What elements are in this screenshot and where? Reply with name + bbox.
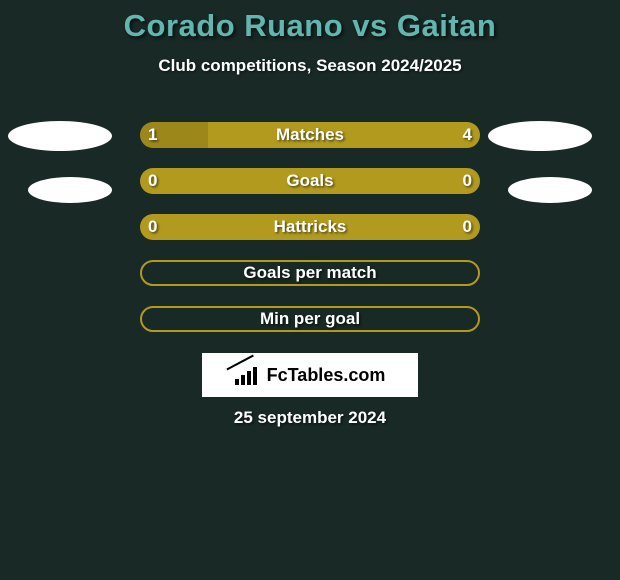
brand-text: FcTables.com — [267, 365, 386, 386]
subtitle: Club competitions, Season 2024/2025 — [0, 56, 620, 76]
brand-chart-icon — [235, 365, 261, 385]
stat-bar — [140, 306, 480, 332]
stat-bar — [140, 214, 480, 240]
stat-value-left: 0 — [148, 214, 178, 240]
page-title: Corado Ruano vs Gaitan — [0, 0, 620, 44]
stat-row: Goals per match — [0, 260, 620, 306]
stat-row: Goals00 — [0, 168, 620, 214]
stat-bar — [140, 260, 480, 286]
stat-value-left: 0 — [148, 168, 178, 194]
stat-value-right: 4 — [442, 122, 472, 148]
stat-row: Hattricks00 — [0, 214, 620, 260]
date-label: 25 september 2024 — [0, 408, 620, 428]
stat-value-left: 1 — [148, 122, 178, 148]
stat-bar — [140, 122, 480, 148]
stat-bar — [140, 168, 480, 194]
stat-row: Min per goal — [0, 306, 620, 352]
stat-row: Matches14 — [0, 122, 620, 168]
stats-card: Corado Ruano vs Gaitan Club competitions… — [0, 0, 620, 580]
stat-value-right: 0 — [442, 168, 472, 194]
stat-value-right: 0 — [442, 214, 472, 240]
brand-badge: FcTables.com — [202, 353, 418, 397]
stat-rows: Matches14Goals00Hattricks00Goals per mat… — [0, 122, 620, 352]
